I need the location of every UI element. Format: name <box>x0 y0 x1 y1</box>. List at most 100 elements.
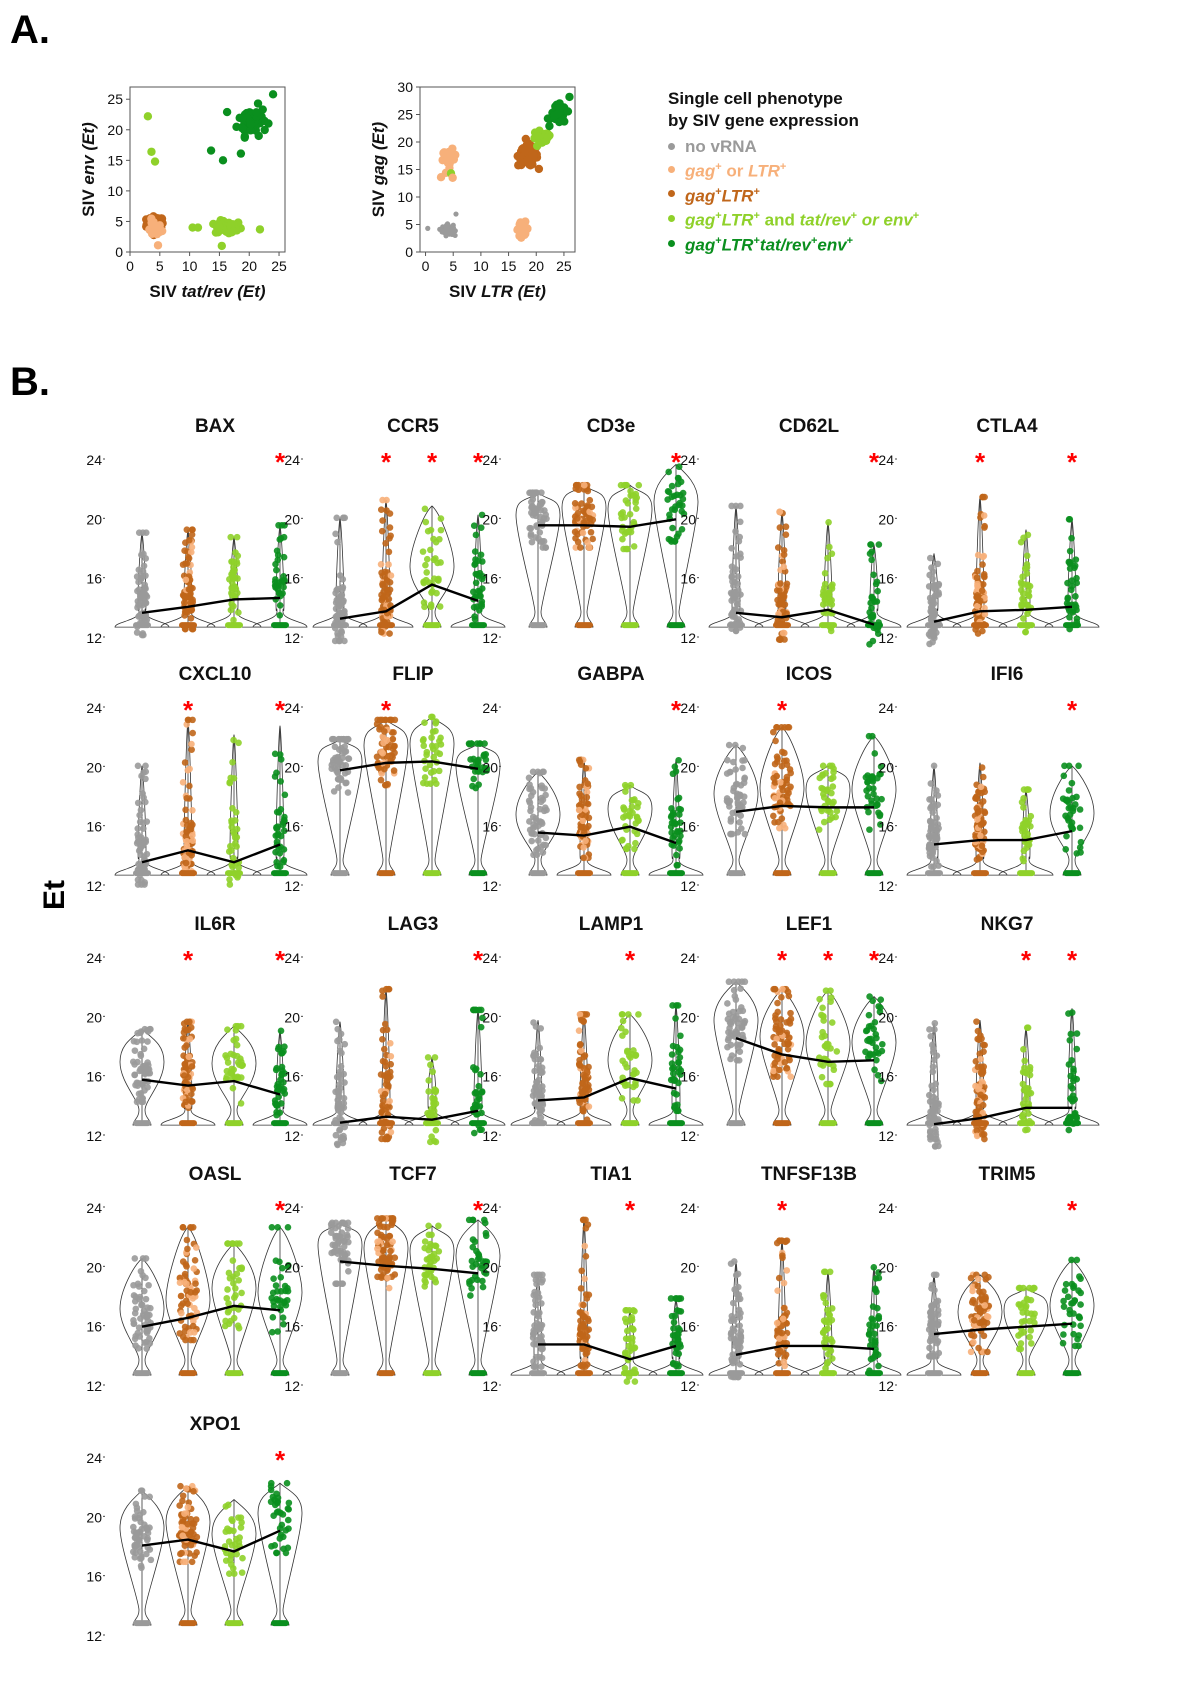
data-point-gag-ltr <box>381 728 388 735</box>
data-point-gag-ltr <box>184 716 192 724</box>
data-point-no-vrna <box>144 1078 152 1085</box>
data-point-gag-ltr-tat-or-env <box>430 1088 438 1095</box>
data-point-gag-ltr <box>771 1059 779 1067</box>
data-point-no-vrna <box>144 1070 152 1077</box>
data-point-no-vrna <box>926 1127 934 1135</box>
data-point-gag-ltr <box>584 1083 591 1091</box>
data-point-gag-ltr <box>781 749 788 757</box>
data-point-gag-ltr <box>786 1034 793 1041</box>
data-point-gag-ltr <box>179 1258 187 1265</box>
violin-outline <box>450 514 506 628</box>
data-point-gag-ltr <box>971 1321 978 1329</box>
data-point-gag-ltr <box>778 1322 786 1329</box>
data-point-no-vrna <box>926 849 933 857</box>
data-point-gag-ltr-tat-env <box>258 105 267 114</box>
data-point-gag-ltr-tat-or-env <box>217 241 227 251</box>
data-point-gag-ltr <box>969 1317 976 1324</box>
data-point-no-vrna <box>740 799 747 806</box>
data-point-gag-ltr-tat-or-env <box>829 774 837 781</box>
data-point-no-vrna <box>135 1533 143 1541</box>
significance-asterisk: * <box>777 1195 788 1225</box>
data-point-no-vrna <box>537 831 545 839</box>
floor-points-gag-ltr <box>179 1120 197 1127</box>
data-point-no-vrna <box>539 1099 546 1107</box>
y-tick-label: 24 <box>878 700 894 716</box>
data-point-gag-ltr <box>384 1274 391 1282</box>
data-point-gag-ltr <box>374 1273 381 1281</box>
data-point-gag-ltr <box>980 1048 987 1055</box>
data-point-gag-ltr-tat-or-env <box>1026 836 1033 844</box>
data-point-gag-ltr <box>981 1304 989 1311</box>
y-tick-label: 24 <box>680 700 696 716</box>
data-point-gag-ltr-tat-env <box>866 1037 874 1045</box>
data-point-gag-ltr-tat-env <box>1064 595 1071 603</box>
data-point-gag-ltr <box>580 854 587 862</box>
data-point-gag-ltr-tat-env <box>471 1104 478 1111</box>
data-point-gag-ltr <box>981 524 988 531</box>
data-point-no-vrna <box>732 1335 740 1343</box>
data-point-gag-ltr-tat-env <box>477 1023 485 1031</box>
data-point-gag-ltr <box>981 522 988 530</box>
data-point-no-vrna <box>335 1093 343 1101</box>
data-point-gag-ltr <box>389 753 396 761</box>
data-point-no-vrna <box>541 507 548 514</box>
data-point-no-vrna <box>537 798 545 806</box>
data-point-no-vrna <box>142 572 149 579</box>
panel-title: XPO1 <box>190 1414 241 1435</box>
y-tick-label: 12 <box>878 1378 894 1394</box>
data-point-gag-ltr-tat-or-env <box>426 1243 434 1251</box>
data-point-gag-ltr-tat-or-env <box>423 1256 431 1263</box>
data-point-gag-ltr <box>782 614 790 622</box>
data-point-gag-ltr-tat-env <box>1071 562 1079 570</box>
data-point-no-vrna <box>732 553 740 560</box>
violin-outline <box>515 771 561 876</box>
data-point-gag-ltr-tat-or-env <box>623 1318 630 1326</box>
data-point-no-vrna <box>528 830 535 837</box>
data-point-no-vrna <box>739 1035 747 1042</box>
data-point-no-vrna <box>929 1107 936 1115</box>
data-point-gag-ltr <box>579 832 587 839</box>
data-point-no-vrna <box>538 1106 546 1114</box>
data-point-gag-ltr-tat-env <box>277 1287 285 1295</box>
data-point-no-vrna <box>929 854 936 861</box>
data-point-gag-ltr <box>180 1065 188 1073</box>
data-point-gag-ltr <box>177 1292 185 1300</box>
data-point-gag-ltr-tat-env <box>871 1337 879 1344</box>
data-point-gag-ltr <box>779 509 786 517</box>
data-point-gag-ltr-tat-or-env <box>1017 1304 1025 1312</box>
data-point-gag-ltr <box>979 1348 987 1356</box>
data-point-gag-ltr-tat-env <box>675 1059 683 1066</box>
data-point-gag-ltr-tat-or-env <box>619 523 626 531</box>
data-point-no-vrna <box>344 735 352 743</box>
data-point-gag-ltr-tat-env <box>276 751 284 758</box>
data-point-no-vrna <box>934 1297 942 1305</box>
data-point-gag-ltr <box>181 1079 189 1087</box>
data-point-gag-ltr-tat-or-env <box>229 227 238 236</box>
data-point-gag-ltr <box>182 865 189 873</box>
median-trend-line <box>735 608 875 626</box>
data-point-gag-ltr <box>980 594 987 601</box>
data-point-no-vrna <box>533 846 540 854</box>
data-point-gag-ltr <box>780 1279 788 1287</box>
data-point-gag-ltr-tat-env <box>264 119 273 128</box>
data-point-gag-ltr <box>976 1319 983 1327</box>
data-point-gag-ltr-tat-env <box>478 1264 485 1272</box>
data-point-no-vrna <box>529 491 537 498</box>
data-point-gag-ltr-tat-or-env <box>1025 1089 1033 1097</box>
data-point-gag-ltr <box>977 815 985 822</box>
data-point-no-vrna <box>737 607 745 615</box>
data-point-no-vrna <box>345 755 352 762</box>
data-point-no-vrna <box>334 615 341 623</box>
data-point-gag-ltr-tat-env <box>274 1297 282 1304</box>
data-point-gag-ltr <box>191 1293 199 1300</box>
data-point-no-vrna <box>931 1286 938 1294</box>
data-point-gag-ltr <box>582 510 590 518</box>
data-point-gag-ltr-tat-env <box>1064 1117 1072 1125</box>
data-point-gag-ltr <box>376 1238 383 1245</box>
data-point-gag-ltr <box>783 761 791 768</box>
data-point-gag-ltr-tat-or-env <box>425 1246 432 1254</box>
data-point-gag-ltr <box>386 738 394 746</box>
data-point-gag-ltr-tat-env <box>275 521 282 529</box>
data-point-no-vrna <box>333 1247 341 1255</box>
y-tick-label: 12 <box>284 1128 300 1144</box>
